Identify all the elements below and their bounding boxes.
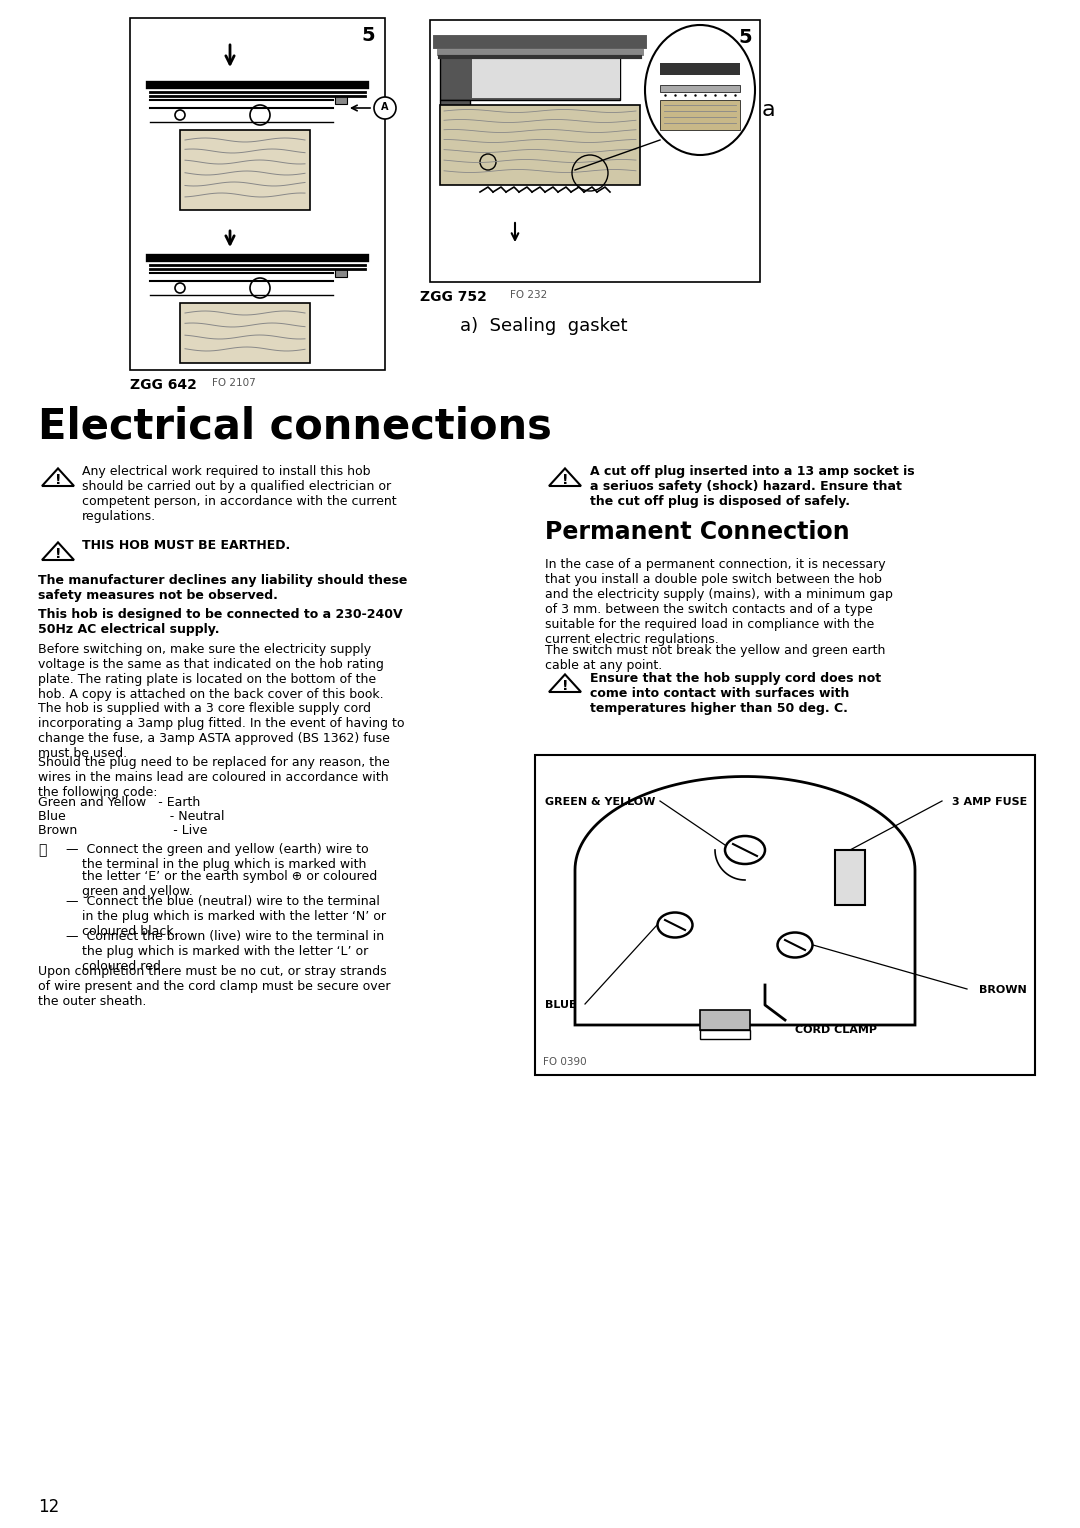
Text: Electrical connections: Electrical connections <box>38 405 552 448</box>
Text: !: ! <box>562 474 568 487</box>
Text: This hob is designed to be connected to a 230-240V
50Hz AC electrical supply.: This hob is designed to be connected to … <box>38 608 403 636</box>
Bar <box>472 57 620 98</box>
Text: !: ! <box>55 474 62 487</box>
Text: a: a <box>762 99 775 121</box>
Polygon shape <box>549 469 581 486</box>
Text: 5: 5 <box>362 26 375 44</box>
Ellipse shape <box>725 836 765 863</box>
Text: !: ! <box>562 680 568 694</box>
Ellipse shape <box>778 932 812 958</box>
Polygon shape <box>575 776 915 1025</box>
Bar <box>835 850 865 905</box>
Text: Blue                          - Neutral: Blue - Neutral <box>38 810 225 824</box>
Text: CORD CLAMP: CORD CLAMP <box>795 1025 877 1034</box>
Bar <box>440 105 640 185</box>
Bar <box>335 96 347 104</box>
Text: The hob is supplied with a 3 core flexible supply cord
incorporating a 3amp plug: The hob is supplied with a 3 core flexib… <box>38 701 405 759</box>
Text: THIS HOB MUST BE EARTHED.: THIS HOB MUST BE EARTHED. <box>82 539 291 552</box>
Text: Permanent Connection: Permanent Connection <box>545 520 850 544</box>
Text: BLUE: BLUE <box>545 999 577 1010</box>
Text: FO 2107: FO 2107 <box>212 377 256 388</box>
Text: Before switching on, make sure the electricity supply
voltage is the same as tha: Before switching on, make sure the elect… <box>38 643 383 701</box>
Text: BROWN: BROWN <box>980 986 1027 995</box>
Polygon shape <box>42 469 75 486</box>
Text: Green and Yellow   - Earth: Green and Yellow - Earth <box>38 796 200 808</box>
Text: —  Connect the brown (live) wire to the terminal in
    the plug which is marked: — Connect the brown (live) wire to the t… <box>66 931 384 973</box>
Bar <box>660 86 740 92</box>
Circle shape <box>374 96 396 119</box>
Bar <box>660 99 740 130</box>
Text: Any electrical work required to install this hob
should be carried out by a qual: Any electrical work required to install … <box>82 465 396 523</box>
Text: 👉: 👉 <box>38 843 46 857</box>
Bar <box>440 55 620 99</box>
Text: Brown                        - Live: Brown - Live <box>38 824 207 837</box>
Text: A cut off plug inserted into a 13 amp socket is
a seriuos safety (shock) hazard.: A cut off plug inserted into a 13 amp so… <box>590 465 915 507</box>
Text: FO 232: FO 232 <box>510 290 548 299</box>
Polygon shape <box>42 542 75 559</box>
Bar <box>700 1010 750 1030</box>
Bar <box>535 755 1035 1076</box>
Text: Should the plug need to be replaced for any reason, the
wires in the mains lead : Should the plug need to be replaced for … <box>38 756 390 799</box>
Ellipse shape <box>658 912 692 938</box>
Text: The switch must not break the yellow and green earth
cable at any point.: The switch must not break the yellow and… <box>545 643 886 672</box>
Text: Upon completion there must be no cut, or stray strands
of wire present and the c: Upon completion there must be no cut, or… <box>38 966 391 1008</box>
Text: —  Connect the blue (neutral) wire to the terminal
    in the plug which is mark: — Connect the blue (neutral) wire to the… <box>66 895 386 938</box>
Text: !: ! <box>55 547 62 561</box>
Text: GREEN & YELLOW: GREEN & YELLOW <box>545 798 656 807</box>
Bar <box>130 18 384 370</box>
Text: Ensure that the hob supply cord does not
come into contact with surfaces with
te: Ensure that the hob supply cord does not… <box>590 672 881 715</box>
Text: FO 0390: FO 0390 <box>543 1057 586 1067</box>
Text: 12: 12 <box>38 1497 59 1516</box>
Bar <box>335 269 347 277</box>
Bar <box>660 63 740 75</box>
Text: In the case of a permanent connection, it is necessary
that you install a double: In the case of a permanent connection, i… <box>545 558 893 646</box>
Text: —  Connect the green and yellow (earth) wire to
    the terminal in the plug whi: — Connect the green and yellow (earth) w… <box>66 843 368 871</box>
Text: ZGG 752: ZGG 752 <box>420 290 487 304</box>
Text: 3AMP: 3AMP <box>838 860 862 869</box>
Bar <box>440 99 470 170</box>
Text: 5: 5 <box>739 28 752 47</box>
Text: 3 AMP FUSE: 3 AMP FUSE <box>951 798 1027 807</box>
Text: ZGG 642: ZGG 642 <box>130 377 197 393</box>
Text: the letter ‘E’ or the earth symbol ⊕ or coloured
    green and yellow.: the letter ‘E’ or the earth symbol ⊕ or … <box>66 869 377 898</box>
Bar <box>180 303 310 364</box>
Bar <box>700 1030 750 1039</box>
Bar <box>180 130 310 209</box>
Polygon shape <box>549 674 581 692</box>
Text: a)  Sealing  gasket: a) Sealing gasket <box>460 316 627 335</box>
Text: The manufacturer declines any liability should these
safety measures not be obse: The manufacturer declines any liability … <box>38 575 407 602</box>
Bar <box>430 20 760 283</box>
Ellipse shape <box>645 24 755 154</box>
Text: A: A <box>381 102 389 112</box>
